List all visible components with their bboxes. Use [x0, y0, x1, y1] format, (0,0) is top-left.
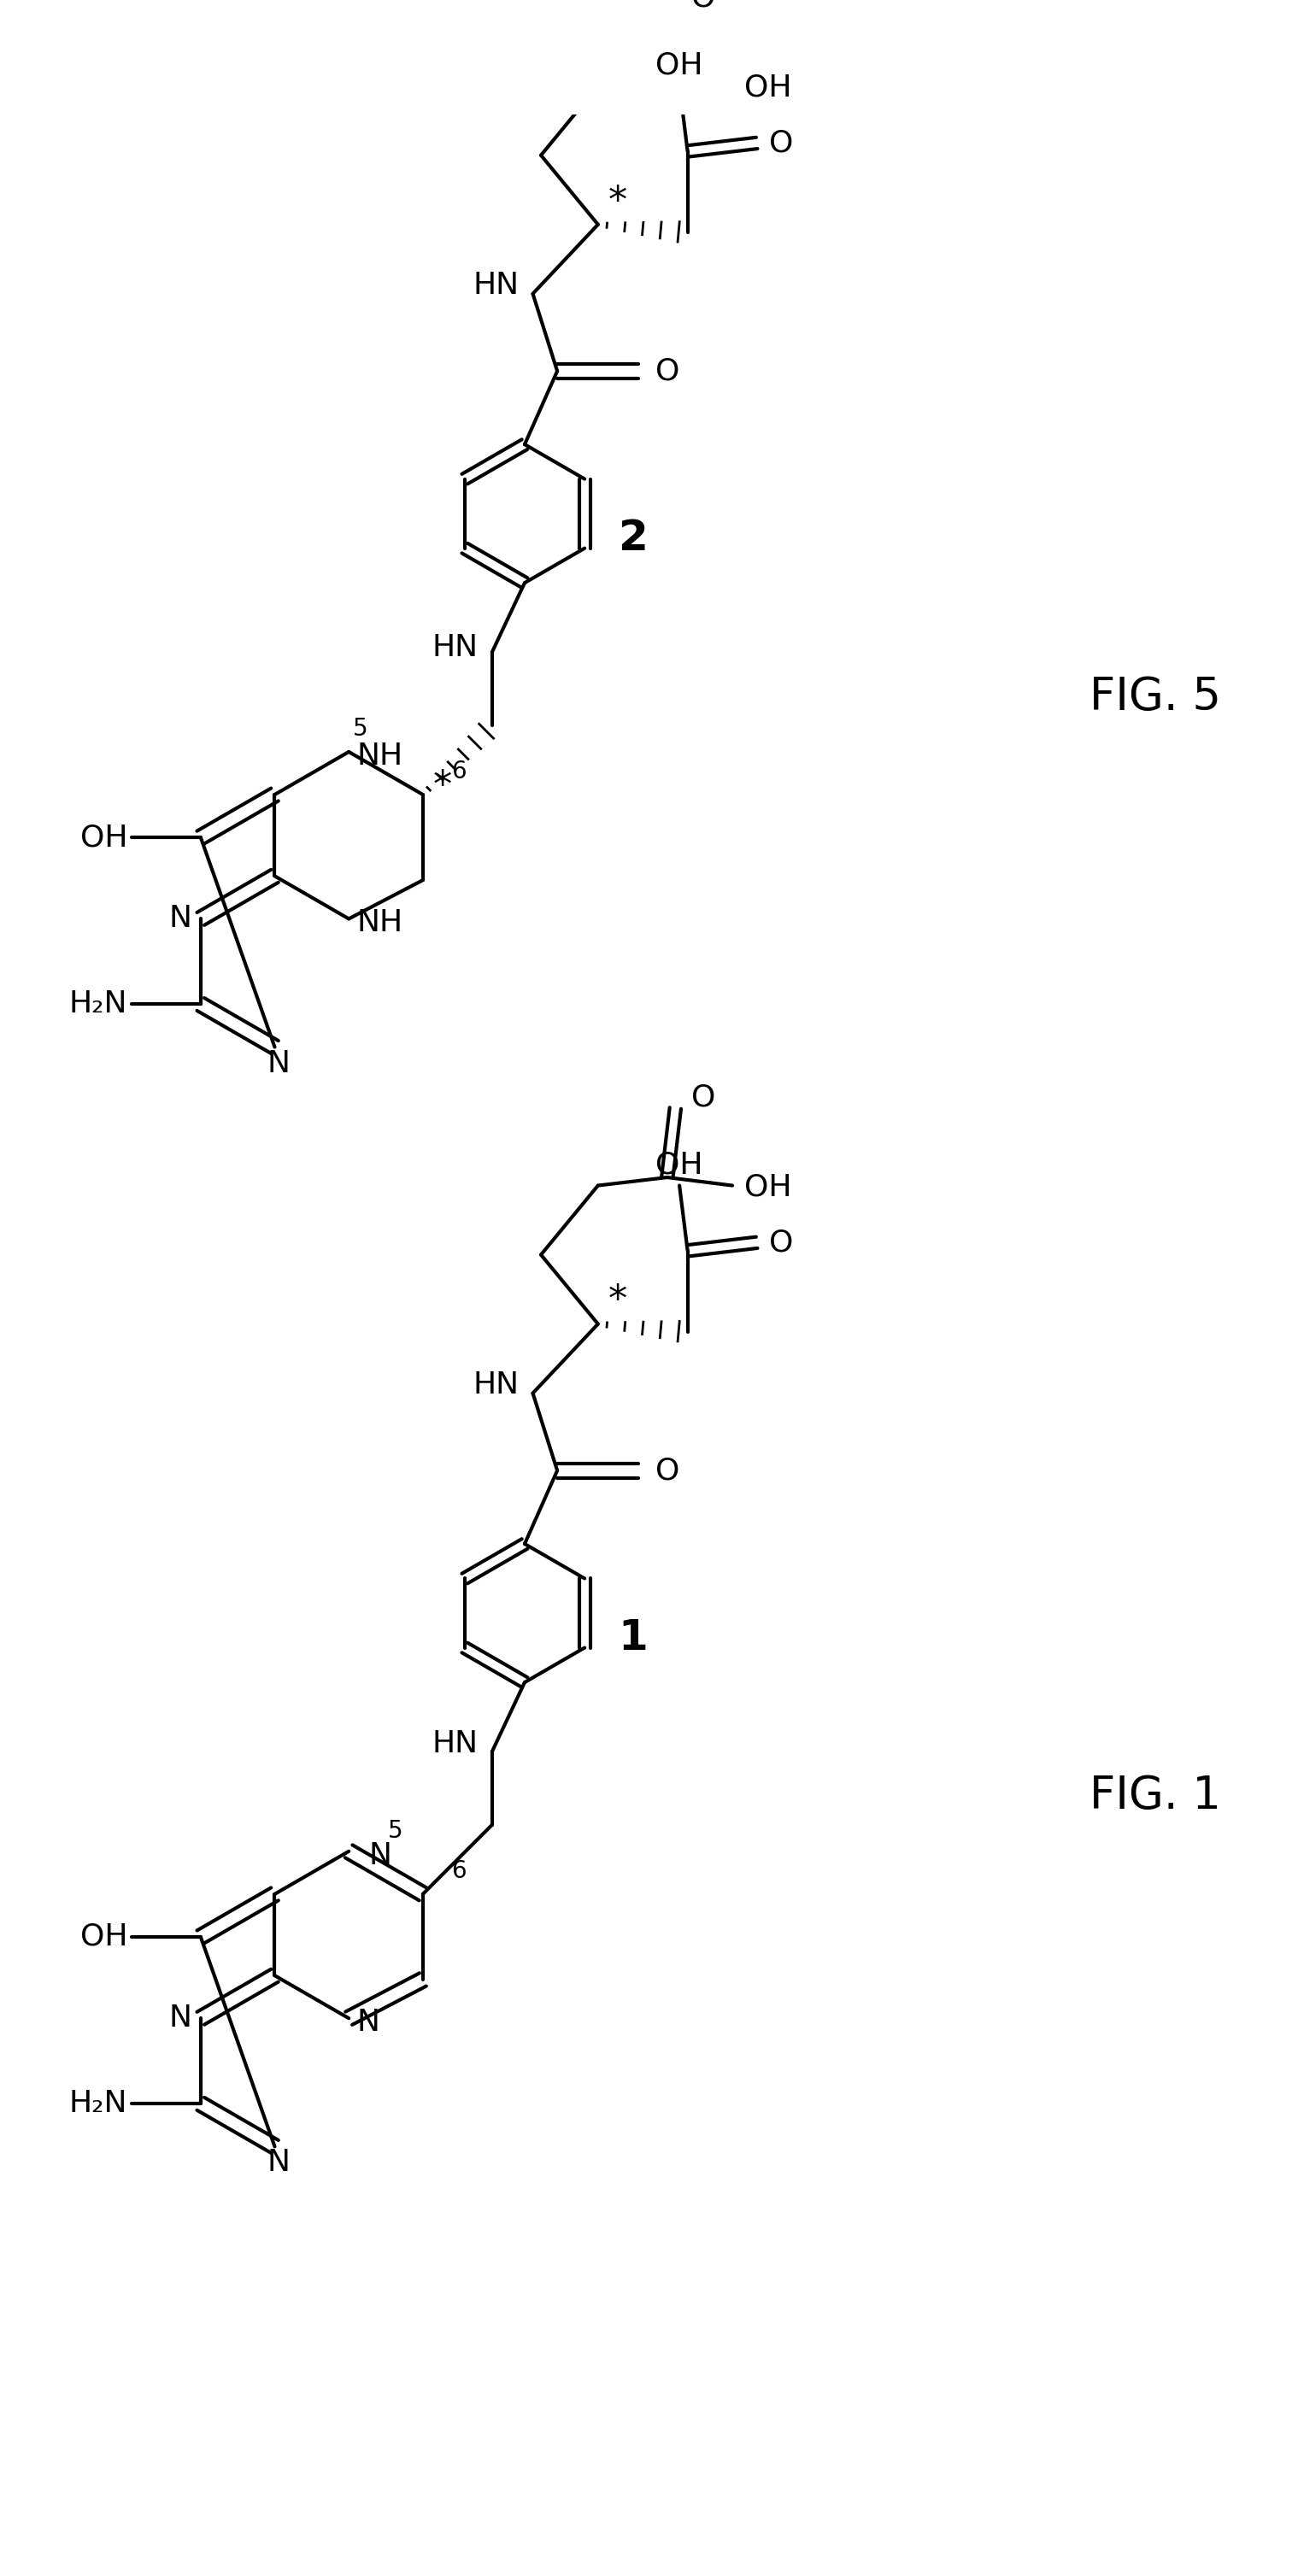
Text: HN: HN — [472, 270, 519, 299]
Text: H₂N: H₂N — [69, 2089, 127, 2117]
Text: *: * — [607, 183, 627, 219]
Text: N: N — [357, 2007, 380, 2038]
Text: OH: OH — [655, 52, 704, 80]
Text: FIG. 5: FIG. 5 — [1089, 675, 1221, 719]
Text: N: N — [267, 1048, 291, 1077]
Text: N: N — [169, 904, 192, 933]
Text: O: O — [655, 355, 679, 386]
Text: HN: HN — [472, 1370, 519, 1399]
Text: *: * — [432, 768, 452, 804]
Text: NH: NH — [357, 909, 404, 938]
Text: FIG. 1: FIG. 1 — [1089, 1775, 1220, 1819]
Text: O: O — [692, 0, 716, 13]
Text: 5: 5 — [388, 1819, 402, 1842]
Text: OH: OH — [745, 72, 792, 103]
Text: HN: HN — [432, 1728, 479, 1757]
Text: O: O — [768, 1229, 793, 1257]
Text: OH: OH — [80, 1922, 127, 1953]
Text: 1: 1 — [618, 1618, 648, 1659]
Text: N: N — [267, 2148, 291, 2177]
Text: O: O — [655, 1455, 679, 1486]
Text: OH: OH — [80, 822, 127, 853]
Text: N: N — [169, 2004, 192, 2032]
Text: NH: NH — [357, 742, 404, 770]
Text: 6: 6 — [452, 760, 466, 783]
Text: O: O — [692, 1082, 716, 1113]
Text: HN: HN — [432, 634, 479, 662]
Text: 5: 5 — [353, 716, 367, 742]
Text: *: * — [607, 1283, 627, 1319]
Text: N: N — [369, 1842, 392, 1870]
Text: OH: OH — [745, 1172, 792, 1200]
Text: O: O — [768, 129, 793, 157]
Text: 2: 2 — [618, 518, 648, 559]
Text: OH: OH — [655, 1151, 704, 1180]
Text: H₂N: H₂N — [69, 989, 127, 1020]
Text: 6: 6 — [452, 1860, 466, 1883]
